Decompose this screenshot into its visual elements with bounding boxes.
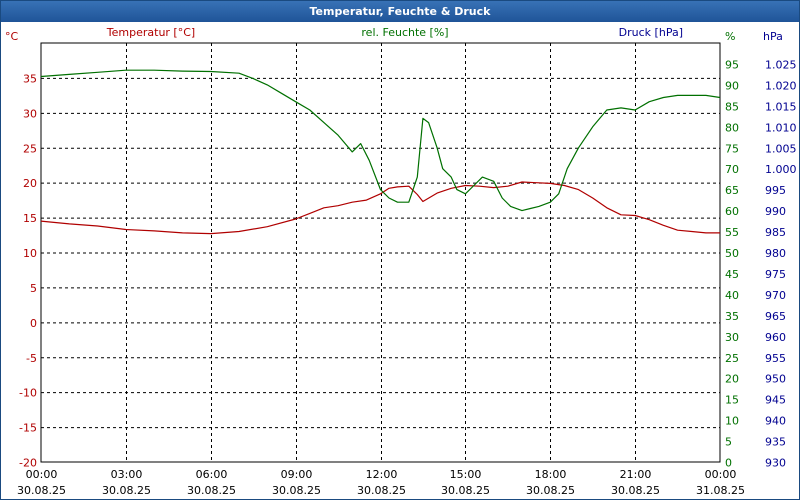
y-left-tick-label: 25 [23, 142, 37, 155]
x-tick-date: 30.08.25 [526, 484, 575, 497]
x-tick-time: 12:00 [366, 468, 398, 481]
x-tick-date: 30.08.25 [102, 484, 151, 497]
y-right1-tick-label: 60 [725, 205, 739, 218]
y-right1-tick-label: 95 [725, 58, 739, 71]
x-tick-date: 30.08.25 [357, 484, 406, 497]
y-right2-tick-label: 975 [765, 268, 786, 281]
y-right2-tick-label: 990 [765, 205, 786, 218]
y-right2-tick-label: 980 [765, 247, 786, 260]
y-right2-tick-label: 950 [765, 373, 786, 386]
y-right2-tick-label: 1.005 [765, 142, 797, 155]
x-tick-date: 31.08.25 [696, 484, 745, 497]
x-tick-date: 30.08.25 [441, 484, 490, 497]
y-right1-tick-label: 20 [725, 373, 739, 386]
x-tick-date: 30.08.25 [187, 484, 236, 497]
y-left-tick-label: -20 [19, 457, 37, 470]
y-right1-tick-label: 65 [725, 184, 739, 197]
y-right1-tick-label: 25 [725, 352, 739, 365]
x-tick-time: 15:00 [450, 468, 482, 481]
y-left-tick-label: 5 [30, 282, 37, 295]
y-left-tick-label: 15 [23, 212, 37, 225]
legend-temperature: Temperatur [°C] [106, 26, 195, 39]
x-tick-time: 18:00 [535, 468, 567, 481]
window-title: Temperatur, Feuchte & Druck [1, 1, 799, 22]
y-right2-tick-label: 955 [765, 352, 786, 365]
y-right2-unit: hPa [763, 30, 783, 43]
y-right1-tick-label: 5 [725, 436, 732, 449]
x-tick-date: 30.08.25 [272, 484, 321, 497]
y-right1-tick-label: 45 [725, 268, 739, 281]
y-left-tick-label: -5 [26, 352, 37, 365]
y-left-tick-label: 0 [30, 317, 37, 330]
x-tick-date: 30.08.25 [611, 484, 660, 497]
y-right1-tick-label: 40 [725, 289, 739, 302]
y-left-tick-label: 30 [23, 107, 37, 120]
y-right1-unit: % [725, 30, 735, 43]
y-right1-tick-label: 85 [725, 100, 739, 113]
y-right1-tick-label: 90 [725, 79, 739, 92]
y-right2-tick-label: 995 [765, 184, 786, 197]
y-left-tick-label: -15 [19, 422, 37, 435]
chart-svg: -20-15-10-50510152025303500:0030.08.2503… [5, 26, 797, 497]
y-right2-tick-label: 1.015 [765, 100, 797, 113]
y-right2-tick-label: 930 [765, 457, 786, 470]
temperature-line [40, 181, 720, 235]
y-right1-tick-label: 0 [725, 457, 732, 470]
y-right2-tick-label: 945 [765, 394, 786, 407]
x-tick-time: 00:00 [705, 468, 737, 481]
y-right1-tick-label: 15 [725, 394, 739, 407]
x-tick-time: 03:00 [111, 468, 143, 481]
y-right1-tick-label: 55 [725, 226, 739, 239]
y-right1-tick-label: 10 [725, 415, 739, 428]
y-right1-tick-label: 30 [725, 331, 739, 344]
humidity-line [40, 69, 721, 212]
y-right2-tick-label: 1.025 [765, 58, 797, 71]
x-tick-time: 21:00 [620, 468, 652, 481]
y-right1-tick-label: 70 [725, 163, 739, 176]
y-right1-tick-label: 80 [725, 121, 739, 134]
y-left-tick-label: 20 [23, 177, 37, 190]
y-right2-tick-label: 970 [765, 289, 786, 302]
y-right1-tick-label: 35 [725, 310, 739, 323]
x-tick-time: 00:00 [26, 468, 58, 481]
y-right2-tick-label: 960 [765, 331, 786, 344]
x-tick-time: 09:00 [281, 468, 313, 481]
y-right2-tick-label: 940 [765, 415, 786, 428]
x-tick-time: 06:00 [196, 468, 228, 481]
y-right1-tick-label: 75 [725, 142, 739, 155]
y-left-tick-label: 35 [23, 72, 37, 85]
y-right2-tick-label: 985 [765, 226, 786, 239]
y-right2-tick-label: 1.020 [765, 79, 797, 92]
x-tick-date: 30.08.25 [17, 484, 66, 497]
legend-pressure: Druck [hPa] [619, 26, 683, 39]
y-left-tick-label: -10 [19, 387, 37, 400]
y-right2-tick-label: 1.000 [765, 163, 797, 176]
y-left-tick-label: 10 [23, 247, 37, 260]
y-right2-tick-label: 1.010 [765, 121, 797, 134]
y-right2-tick-label: 965 [765, 310, 786, 323]
y-right1-tick-label: 50 [725, 247, 739, 260]
y-right2-tick-label: 935 [765, 436, 786, 449]
y-left-unit: °C [5, 30, 19, 43]
legend-humidity: rel. Feuchte [%] [361, 26, 448, 39]
